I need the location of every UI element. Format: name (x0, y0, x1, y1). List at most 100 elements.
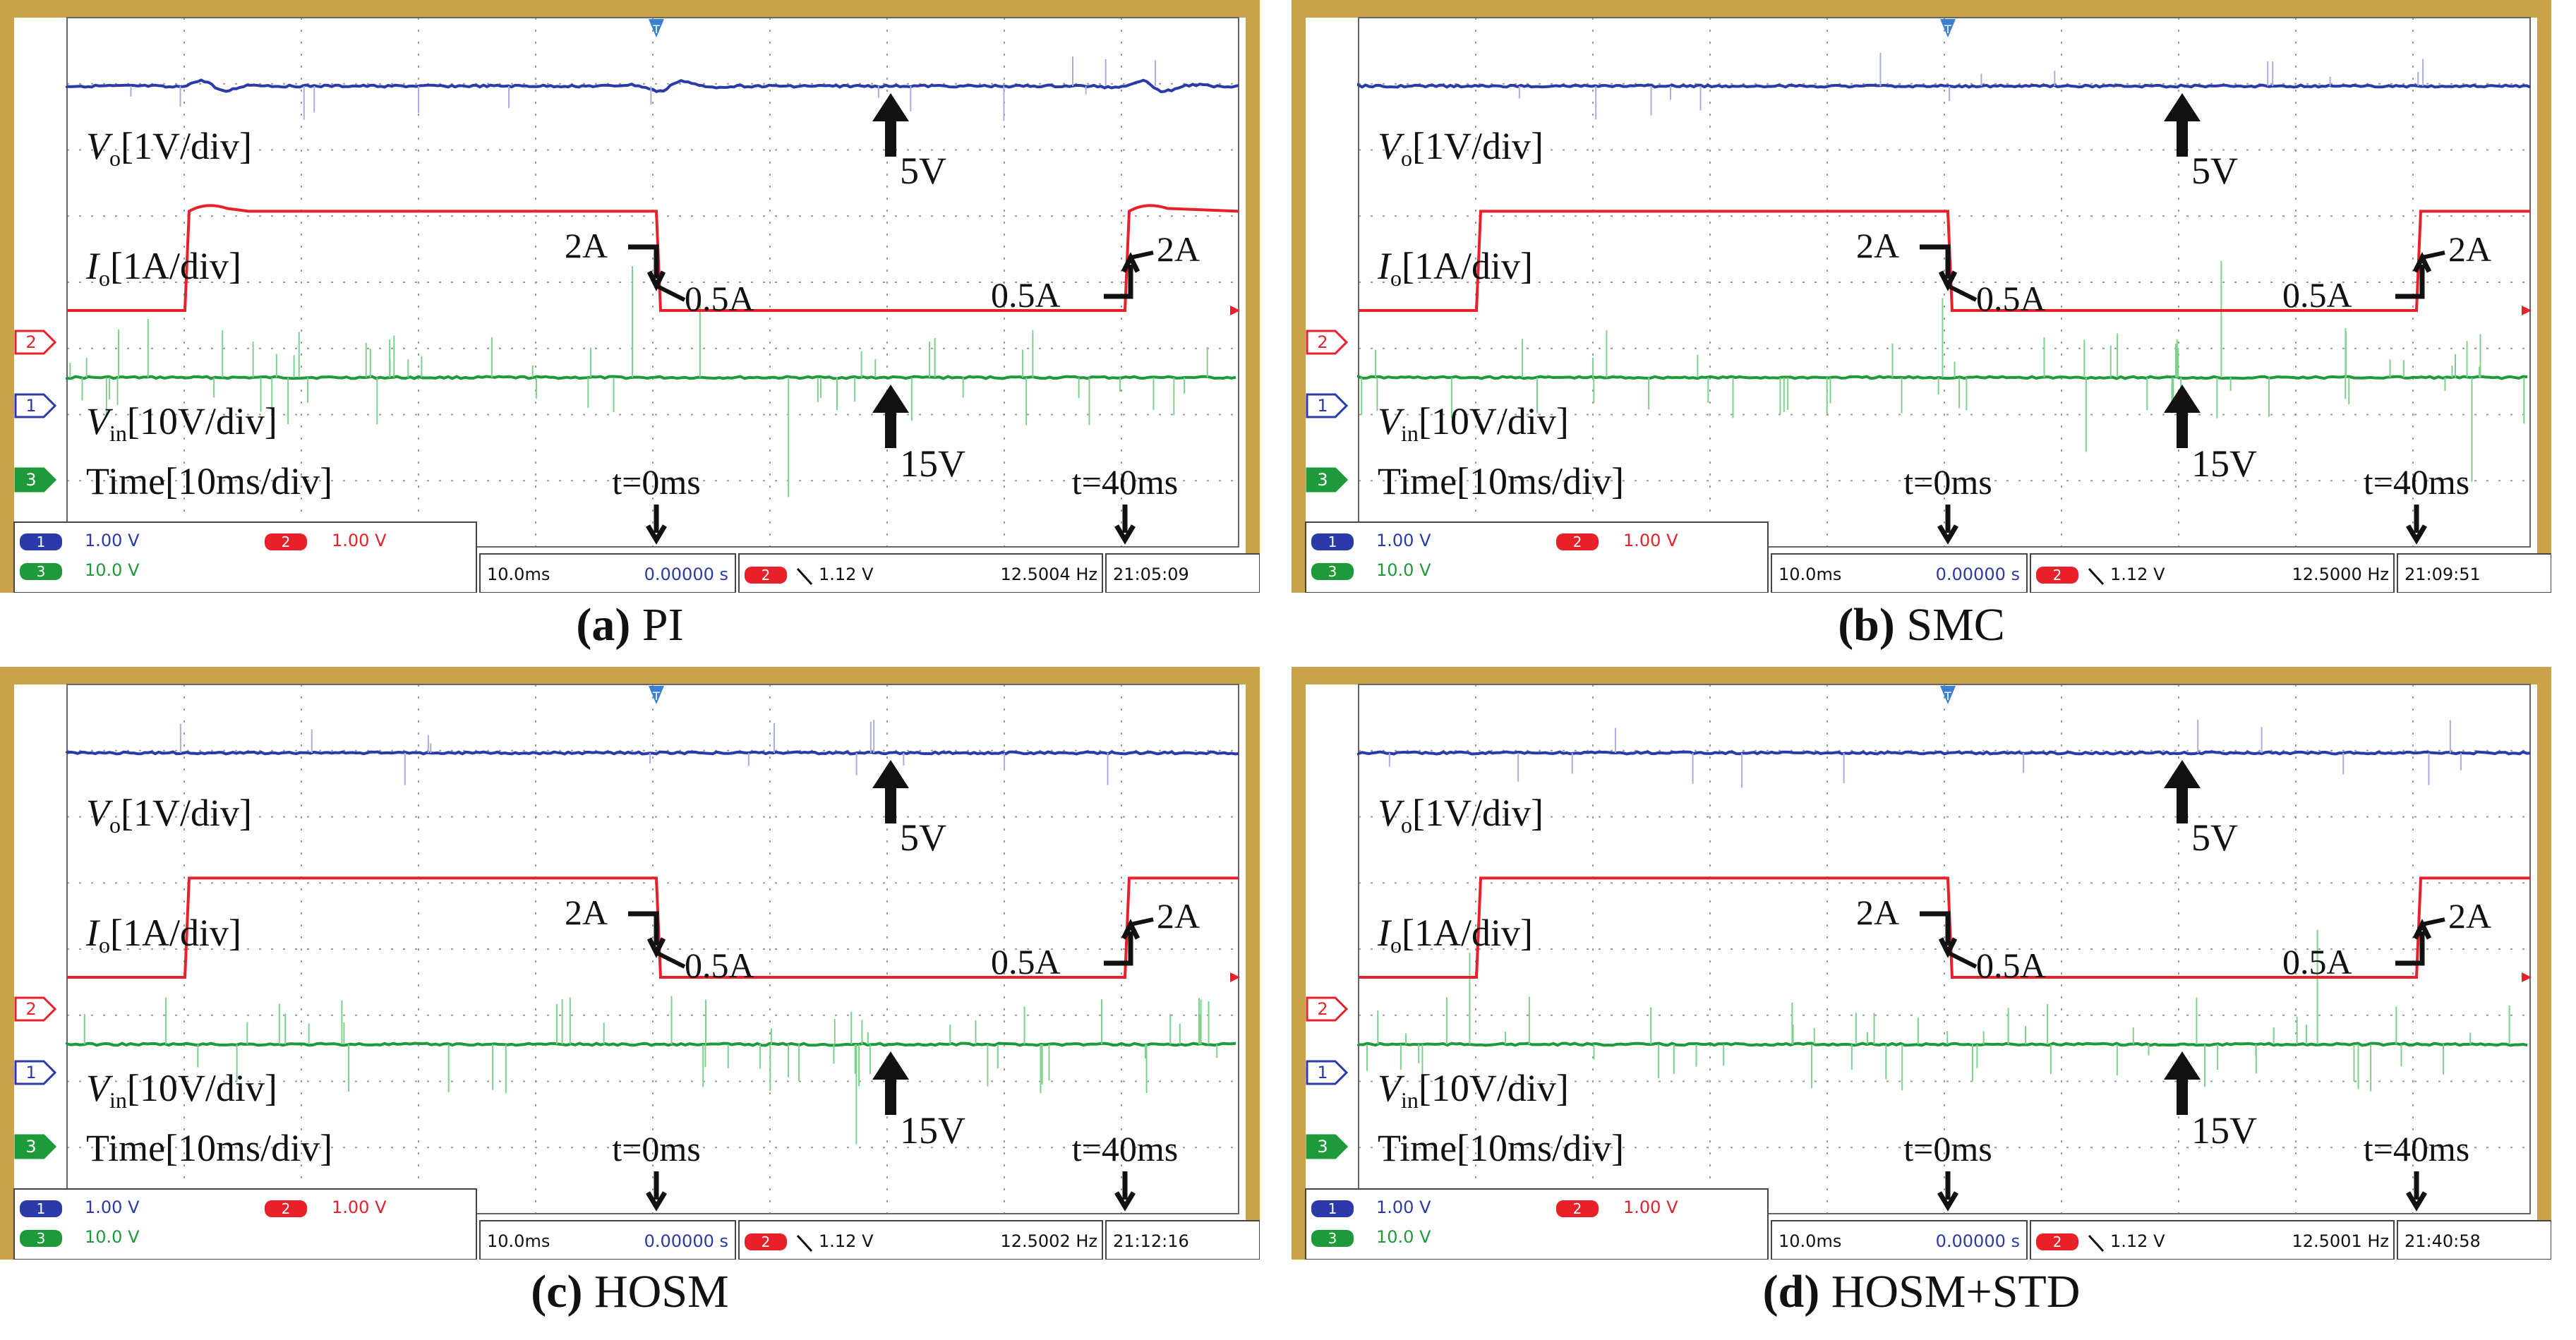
t0-arrow-icon (1937, 505, 1959, 545)
ch1-badge (1311, 1200, 1354, 1217)
channel-scale-box (13, 1188, 477, 1260)
ch3-badge (1311, 563, 1354, 580)
vo-label: Vo[1V/div] (86, 125, 252, 171)
io-label: Io[1A/div] (85, 245, 241, 291)
scope-panel-smc: (b) SMC T 2 1 3 Vo[1V/div] Io[1A/div] Vin[10V/… (1292, 0, 2551, 651)
step-up-to-label: 2A (1157, 229, 1200, 269)
vo-level-arrow-icon (872, 760, 909, 823)
step-down-leader (1946, 950, 1978, 969)
step-up-from-label: 0.5A (991, 275, 1061, 315)
ch2-scale: 1.00 V (332, 1197, 387, 1217)
t40-label: t=40ms (1072, 462, 1178, 502)
timebase-box (479, 1220, 736, 1260)
step-down-leader (1946, 284, 1978, 302)
vin-level-label: 15V (900, 442, 965, 485)
trigger-box (2030, 553, 2395, 593)
caption-name: PI (642, 599, 684, 651)
ch3-marker-number: 3 (25, 470, 36, 490)
vo-label: Vo[1V/div] (1378, 125, 1543, 171)
screen-background (14, 18, 1246, 593)
trigger-marker-glyph: T (652, 689, 660, 703)
t0-arrow-icon (645, 505, 668, 545)
channel-scale-box (13, 521, 477, 593)
ch2-badge (1556, 1200, 1599, 1217)
ch2-scale: 1.00 V (1623, 531, 1678, 550)
ch1-marker (14, 393, 57, 418)
t40-arrow-icon (1114, 505, 1136, 545)
caption-tag: (a) (576, 599, 631, 651)
vin-noise-spikes (83, 996, 1218, 1145)
vin-noise-spikes (1361, 260, 2525, 482)
t40-label: t=40ms (1072, 1129, 1178, 1169)
ch3-badge (20, 563, 62, 580)
io-label: Io[1A/div] (85, 912, 241, 958)
clock-box (2397, 553, 2551, 593)
trigger-frequency: 12.5000 Hz (2292, 565, 2389, 584)
trigger-marker-icon (1940, 686, 1956, 704)
step-up-to-label: 2A (2448, 896, 2491, 936)
ch3-scale: 10.0 V (85, 1227, 140, 1247)
ch3-badge-number: 3 (1328, 563, 1337, 580)
ch2-level-arrow-icon (2522, 972, 2532, 982)
ch3-marker-number: 3 (1317, 470, 1328, 490)
screen-background (14, 684, 1246, 1260)
t40-label: t=40ms (2364, 1129, 2469, 1169)
step-up-from-label: 0.5A (2282, 275, 2352, 315)
ch2-badge (265, 533, 307, 550)
plot-border (66, 17, 1239, 548)
ch1-scale: 1.00 V (1376, 1197, 1431, 1217)
step-down-to-label: 0.5A (685, 946, 754, 985)
plot-border (66, 684, 1239, 1214)
ch1-badge (20, 1200, 62, 1217)
ch1-marker (1306, 1060, 1349, 1085)
trigger-marker-icon (1940, 19, 1956, 37)
vo-noise-spikes (1518, 52, 2424, 120)
ch1-badge (20, 533, 62, 550)
falling-edge-icon (796, 1234, 813, 1253)
step-down-to-label: 0.5A (1976, 279, 2046, 318)
scope-screen: T 2 1 3 Vo[1V/div] Io[1A/div] Vin[10V/div] Time… (1292, 667, 2551, 1260)
ch2-marker (1306, 996, 1349, 1022)
trigger-level: 1.12 V (2110, 565, 2165, 584)
clock: 21:40:58 (2405, 1231, 2481, 1251)
ch3-marker-number: 3 (1317, 1137, 1328, 1157)
scope-screen: T 2 1 3 Vo[1V/div] Io[1A/div] Vin[10V/div] Time… (1292, 0, 2551, 593)
vo-trace (1357, 750, 2531, 756)
trigger-source-badge-number: 2 (762, 567, 771, 584)
vin-level-arrow-icon (2164, 1051, 2201, 1115)
trigger-source-badge-number: 2 (2053, 1233, 2062, 1250)
trigger-level: 1.12 V (2110, 1231, 2165, 1251)
ch1-marker-number: 1 (25, 396, 36, 416)
ch3-scale: 10.0 V (1376, 560, 1431, 580)
vo-level-label: 5V (900, 150, 946, 192)
vin-trace (1357, 375, 2528, 380)
vin-level-arrow-icon (872, 1051, 909, 1115)
ch2-badge-number: 2 (1573, 533, 1582, 550)
io-label: Io[1A/div] (1377, 912, 1533, 958)
clock-box (1105, 1220, 1260, 1260)
ch3-marker-number: 3 (25, 1137, 36, 1157)
vin-label: Vin[10V/div] (1378, 1067, 1569, 1113)
ch2-marker (14, 996, 57, 1022)
vo-level-arrow-icon (2164, 93, 2201, 157)
ch1-marker-number: 1 (1317, 396, 1328, 416)
falling-edge-icon (2088, 1234, 2105, 1253)
ch2-marker-number: 2 (1317, 332, 1328, 352)
clock: 21:12:16 (1113, 1231, 1189, 1251)
timebase: 10.0ms (1778, 1231, 1841, 1251)
timebase-box (479, 553, 736, 593)
timebase-box (1771, 1220, 2028, 1260)
vo-noise-spikes (179, 720, 1109, 785)
ch3-scale: 10.0 V (85, 560, 140, 580)
trigger-marker-glyph: T (1944, 689, 1951, 703)
vin-noise-spikes (69, 266, 1208, 497)
ch2-badge-number: 2 (282, 1200, 291, 1217)
trigger-source-badge (745, 567, 787, 584)
t0-label: t=0ms (1903, 462, 1992, 502)
timebase: 10.0ms (487, 565, 550, 584)
t0-label: t=0ms (1903, 1129, 1992, 1169)
caption: (a) PI (0, 598, 1260, 652)
trigger-source-badge (2036, 567, 2078, 584)
caption-tag: (b) (1838, 599, 1895, 651)
screen-background (1306, 684, 2537, 1260)
